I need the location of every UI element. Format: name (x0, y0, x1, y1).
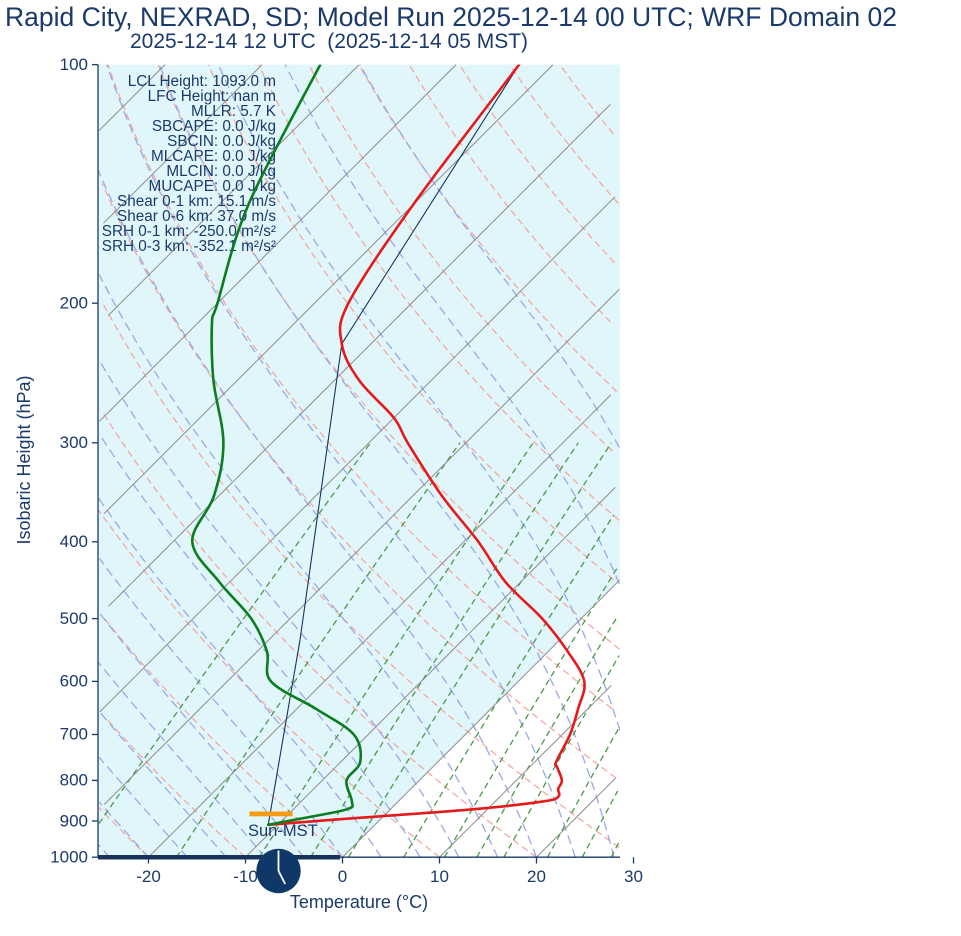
svg-text:Sun-MST: Sun-MST (248, 822, 318, 840)
svg-text:500: 500 (60, 609, 88, 628)
svg-text:300: 300 (60, 433, 88, 452)
svg-text:1000: 1000 (50, 848, 88, 867)
svg-text:0: 0 (338, 867, 347, 886)
svg-text:20: 20 (527, 867, 546, 886)
svg-text:30: 30 (624, 867, 643, 886)
svg-text:100: 100 (60, 55, 88, 74)
svg-text:400: 400 (60, 532, 88, 551)
svg-text:200: 200 (60, 294, 88, 313)
svg-text:600: 600 (60, 672, 88, 691)
svg-text:10: 10 (430, 867, 449, 886)
svg-text:SRH 0-3 km: -352.1 m²/s²: SRH 0-3 km: -352.1 m²/s² (102, 238, 276, 255)
svg-text:Isobaric Height (hPa): Isobaric Height (hPa) (14, 375, 34, 544)
svg-text:Temperature (°C): Temperature (°C) (290, 892, 428, 912)
svg-text:-10: -10 (233, 867, 258, 886)
svg-text:800: 800 (60, 771, 88, 790)
svg-text:-20: -20 (136, 867, 161, 886)
svg-text:900: 900 (60, 812, 88, 831)
svg-text:700: 700 (60, 725, 88, 744)
